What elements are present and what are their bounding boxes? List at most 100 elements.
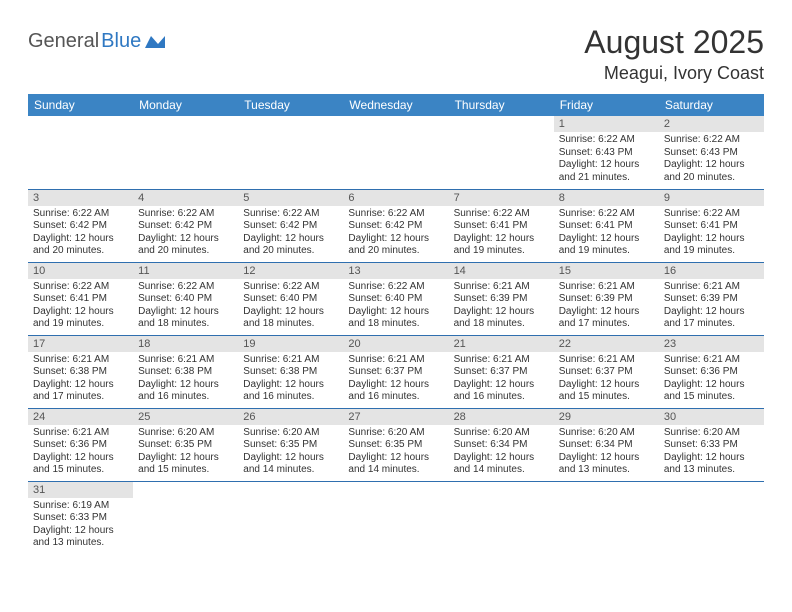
sunrise-text: Sunrise: 6:22 AM	[559, 208, 654, 221]
daylight-text: Daylight: 12 hours and 19 minutes.	[559, 233, 654, 258]
day-number: 26	[238, 409, 343, 425]
weekday-header: Tuesday	[238, 94, 343, 116]
daylight-text: Daylight: 12 hours and 20 minutes.	[664, 159, 759, 184]
sunset-text: Sunset: 6:42 PM	[243, 220, 338, 233]
day-info: Sunrise: 6:20 AMSunset: 6:35 PMDaylight:…	[133, 425, 238, 481]
day-cell: 2Sunrise: 6:22 AMSunset: 6:43 PMDaylight…	[659, 116, 764, 189]
day-cell: 6Sunrise: 6:22 AMSunset: 6:42 PMDaylight…	[343, 189, 448, 262]
day-number: 4	[133, 190, 238, 206]
day-cell: 8Sunrise: 6:22 AMSunset: 6:41 PMDaylight…	[554, 189, 659, 262]
day-info: Sunrise: 6:21 AMSunset: 6:36 PMDaylight:…	[659, 352, 764, 408]
sunset-text: Sunset: 6:41 PM	[454, 220, 549, 233]
day-cell: 18Sunrise: 6:21 AMSunset: 6:38 PMDayligh…	[133, 335, 238, 408]
daylight-text: Daylight: 12 hours and 13 minutes.	[559, 452, 654, 477]
weekday-header-row: Sunday Monday Tuesday Wednesday Thursday…	[28, 94, 764, 116]
sunrise-text: Sunrise: 6:21 AM	[664, 281, 759, 294]
day-cell: 10Sunrise: 6:22 AMSunset: 6:41 PMDayligh…	[28, 262, 133, 335]
daylight-text: Daylight: 12 hours and 14 minutes.	[454, 452, 549, 477]
sunrise-text: Sunrise: 6:22 AM	[454, 208, 549, 221]
day-info: Sunrise: 6:21 AMSunset: 6:37 PMDaylight:…	[449, 352, 554, 408]
daylight-text: Daylight: 12 hours and 20 minutes.	[33, 233, 128, 258]
location: Meagui, Ivory Coast	[584, 63, 764, 84]
weekday-header: Thursday	[449, 94, 554, 116]
day-number: 14	[449, 263, 554, 279]
sunrise-text: Sunrise: 6:21 AM	[348, 354, 443, 367]
daylight-text: Daylight: 12 hours and 18 minutes.	[454, 306, 549, 331]
day-cell: 28Sunrise: 6:20 AMSunset: 6:34 PMDayligh…	[449, 408, 554, 481]
weekday-header: Saturday	[659, 94, 764, 116]
sunrise-text: Sunrise: 6:21 AM	[559, 281, 654, 294]
sunset-text: Sunset: 6:35 PM	[243, 439, 338, 452]
sunset-text: Sunset: 6:37 PM	[348, 366, 443, 379]
sunrise-text: Sunrise: 6:22 AM	[33, 281, 128, 294]
logo-text-blue: Blue	[101, 30, 141, 53]
sunrise-text: Sunrise: 6:22 AM	[664, 208, 759, 221]
day-cell	[133, 481, 238, 554]
day-cell: 11Sunrise: 6:22 AMSunset: 6:40 PMDayligh…	[133, 262, 238, 335]
header: GeneralBlue August 2025 Meagui, Ivory Co…	[28, 24, 764, 84]
day-cell	[449, 116, 554, 189]
calendar-week-row: 17Sunrise: 6:21 AMSunset: 6:38 PMDayligh…	[28, 335, 764, 408]
sunrise-text: Sunrise: 6:22 AM	[243, 281, 338, 294]
daylight-text: Daylight: 12 hours and 18 minutes.	[138, 306, 233, 331]
sunrise-text: Sunrise: 6:22 AM	[348, 281, 443, 294]
daylight-text: Daylight: 12 hours and 14 minutes.	[348, 452, 443, 477]
day-cell: 13Sunrise: 6:22 AMSunset: 6:40 PMDayligh…	[343, 262, 448, 335]
day-cell	[238, 116, 343, 189]
weekday-header: Friday	[554, 94, 659, 116]
sunset-text: Sunset: 6:35 PM	[138, 439, 233, 452]
day-info: Sunrise: 6:21 AMSunset: 6:39 PMDaylight:…	[659, 279, 764, 335]
daylight-text: Daylight: 12 hours and 16 minutes.	[454, 379, 549, 404]
sunrise-text: Sunrise: 6:21 AM	[559, 354, 654, 367]
day-number: 3	[28, 190, 133, 206]
sunrise-text: Sunrise: 6:19 AM	[33, 500, 128, 513]
day-number: 18	[133, 336, 238, 352]
day-number: 16	[659, 263, 764, 279]
day-cell	[133, 116, 238, 189]
day-number: 13	[343, 263, 448, 279]
logo: GeneralBlue	[28, 30, 165, 53]
day-info: Sunrise: 6:22 AMSunset: 6:41 PMDaylight:…	[449, 206, 554, 262]
day-info: Sunrise: 6:20 AMSunset: 6:35 PMDaylight:…	[343, 425, 448, 481]
sunrise-text: Sunrise: 6:20 AM	[138, 427, 233, 440]
day-cell: 23Sunrise: 6:21 AMSunset: 6:36 PMDayligh…	[659, 335, 764, 408]
day-info: Sunrise: 6:22 AMSunset: 6:42 PMDaylight:…	[133, 206, 238, 262]
day-cell: 4Sunrise: 6:22 AMSunset: 6:42 PMDaylight…	[133, 189, 238, 262]
calendar-week-row: 10Sunrise: 6:22 AMSunset: 6:41 PMDayligh…	[28, 262, 764, 335]
day-info: Sunrise: 6:22 AMSunset: 6:40 PMDaylight:…	[238, 279, 343, 335]
day-number: 10	[28, 263, 133, 279]
day-cell: 9Sunrise: 6:22 AMSunset: 6:41 PMDaylight…	[659, 189, 764, 262]
day-info: Sunrise: 6:22 AMSunset: 6:42 PMDaylight:…	[343, 206, 448, 262]
day-info: Sunrise: 6:22 AMSunset: 6:41 PMDaylight:…	[554, 206, 659, 262]
day-cell	[343, 116, 448, 189]
daylight-text: Daylight: 12 hours and 14 minutes.	[243, 452, 338, 477]
sunrise-text: Sunrise: 6:20 AM	[559, 427, 654, 440]
sunset-text: Sunset: 6:40 PM	[243, 293, 338, 306]
sunset-text: Sunset: 6:42 PM	[348, 220, 443, 233]
calendar-week-row: 24Sunrise: 6:21 AMSunset: 6:36 PMDayligh…	[28, 408, 764, 481]
sunset-text: Sunset: 6:33 PM	[33, 512, 128, 525]
day-cell: 22Sunrise: 6:21 AMSunset: 6:37 PMDayligh…	[554, 335, 659, 408]
sunset-text: Sunset: 6:43 PM	[664, 147, 759, 160]
day-number: 20	[343, 336, 448, 352]
title-block: August 2025 Meagui, Ivory Coast	[584, 24, 764, 84]
sunrise-text: Sunrise: 6:20 AM	[454, 427, 549, 440]
day-cell	[554, 481, 659, 554]
day-number: 5	[238, 190, 343, 206]
daylight-text: Daylight: 12 hours and 20 minutes.	[138, 233, 233, 258]
sunset-text: Sunset: 6:38 PM	[33, 366, 128, 379]
day-info: Sunrise: 6:21 AMSunset: 6:37 PMDaylight:…	[343, 352, 448, 408]
day-info: Sunrise: 6:21 AMSunset: 6:39 PMDaylight:…	[449, 279, 554, 335]
day-number: 1	[554, 116, 659, 132]
day-cell: 3Sunrise: 6:22 AMSunset: 6:42 PMDaylight…	[28, 189, 133, 262]
month-title: August 2025	[584, 24, 764, 61]
sunset-text: Sunset: 6:39 PM	[664, 293, 759, 306]
sunrise-text: Sunrise: 6:20 AM	[664, 427, 759, 440]
sunset-text: Sunset: 6:42 PM	[138, 220, 233, 233]
day-info: Sunrise: 6:19 AMSunset: 6:33 PMDaylight:…	[28, 498, 133, 554]
day-info: Sunrise: 6:21 AMSunset: 6:38 PMDaylight:…	[133, 352, 238, 408]
day-info: Sunrise: 6:21 AMSunset: 6:37 PMDaylight:…	[554, 352, 659, 408]
day-number: 9	[659, 190, 764, 206]
day-info: Sunrise: 6:20 AMSunset: 6:34 PMDaylight:…	[554, 425, 659, 481]
sunrise-text: Sunrise: 6:22 AM	[138, 208, 233, 221]
